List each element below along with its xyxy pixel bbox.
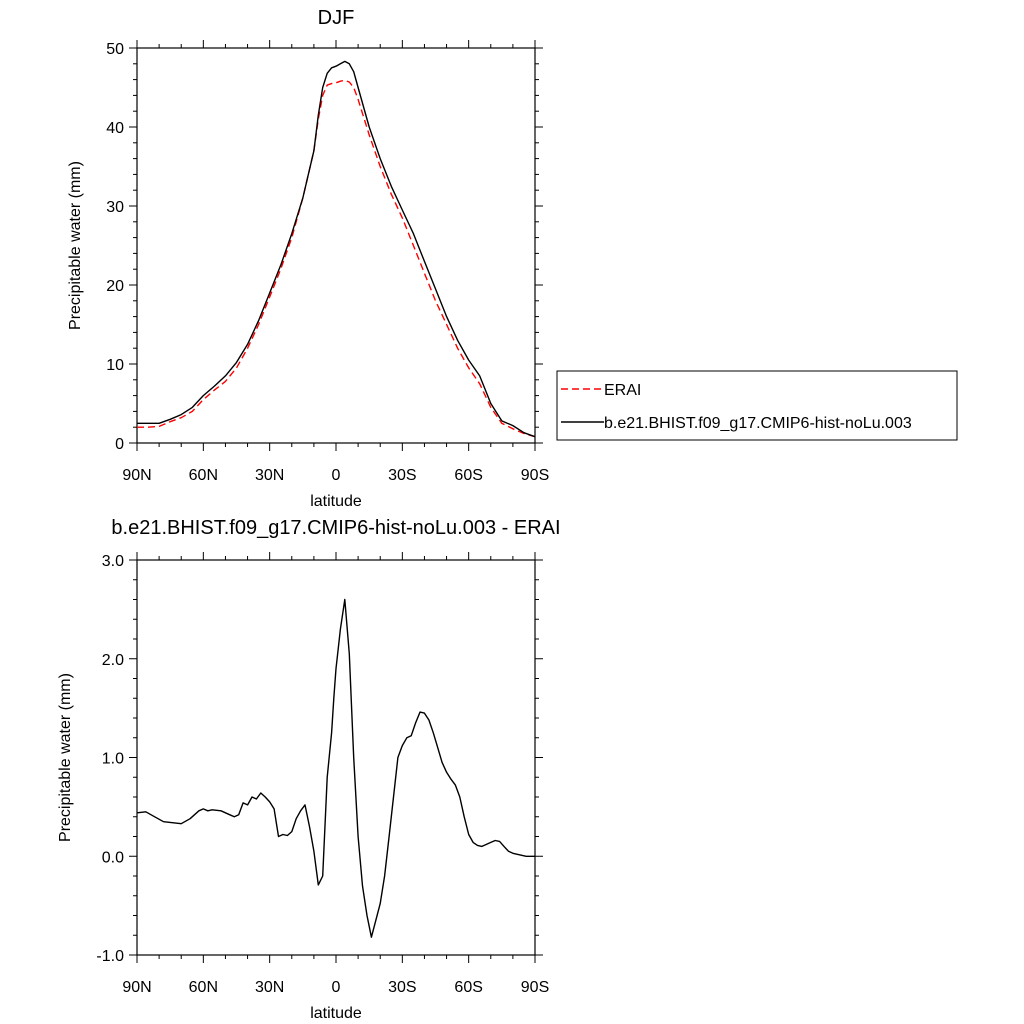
plot-frame — [136, 47, 536, 444]
x-tick-label: 0 — [332, 979, 341, 996]
x-tick-label: 0 — [332, 467, 341, 484]
y-axis-label: Precipitable water (mm) — [57, 673, 74, 842]
x-tick-label: 90S — [521, 467, 549, 484]
y-tick-label: 0.0 — [102, 849, 124, 866]
chart-title: DJF — [318, 7, 355, 29]
y-tick-label: 50 — [106, 41, 124, 58]
y-tick-label: 1.0 — [102, 751, 124, 768]
x-tick-label: 60S — [454, 979, 482, 996]
legend-label: b.e21.BHIST.f09_g17.CMIP6-hist-noLu.003 — [604, 415, 912, 432]
y-tick-label: 20 — [106, 278, 124, 295]
y-tick-label: 3.0 — [102, 553, 124, 570]
series-line-diff-0 — [136, 598, 535, 938]
y-tick-label: 10 — [106, 357, 124, 374]
x-tick-label: 90S — [521, 979, 549, 996]
y-tick-label: -1.0 — [96, 948, 124, 965]
x-axis-label: latitude — [310, 1005, 362, 1022]
y-axis-label: Precipitable water (mm) — [67, 161, 84, 330]
y-tick-label: 40 — [106, 120, 124, 137]
x-tick-label: 30N — [255, 979, 284, 996]
x-tick-label: 90N — [122, 979, 151, 996]
x-tick-label: 30S — [388, 979, 416, 996]
chart-panel-2: 90N 60N 30N 0 30S 60S 90S -1.0 0.0 1.0 2.0 3.0 b.e21… — [57, 517, 561, 1022]
y-tick-label: 30 — [106, 199, 124, 216]
series-line-erai — [137, 79, 536, 438]
x-tick-label: 60N — [189, 467, 218, 484]
plot-frame — [136, 559, 536, 956]
x-tick-label: 60S — [454, 467, 482, 484]
legend: ERAI b.e21.BHIST.f09_g17.CMIP6-hist-noLu.… — [556, 370, 958, 441]
x-tick-label: 30N — [255, 467, 284, 484]
x-tick-label: 90N — [122, 467, 151, 484]
legend-label: ERAI — [604, 382, 641, 399]
legend-box — [556, 370, 958, 441]
chart-panel-1: 90N 60N 30N 0 30S 60S 90S 0 10 20 30 40 50 DJF latitud… — [67, 7, 958, 510]
x-axis-label: latitude — [310, 493, 362, 510]
x-tick-label: 30S — [388, 467, 416, 484]
y-tick-label: 0 — [115, 436, 124, 453]
y-tick-label: 2.0 — [102, 652, 124, 669]
chart-title: b.e21.BHIST.f09_g17.CMIP6-hist-noLu.003 … — [111, 517, 560, 539]
series-line-b-e21-bhist-f09-g17-cmip6-hist-nolu-003 — [137, 60, 536, 438]
x-tick-label: 60N — [189, 979, 218, 996]
